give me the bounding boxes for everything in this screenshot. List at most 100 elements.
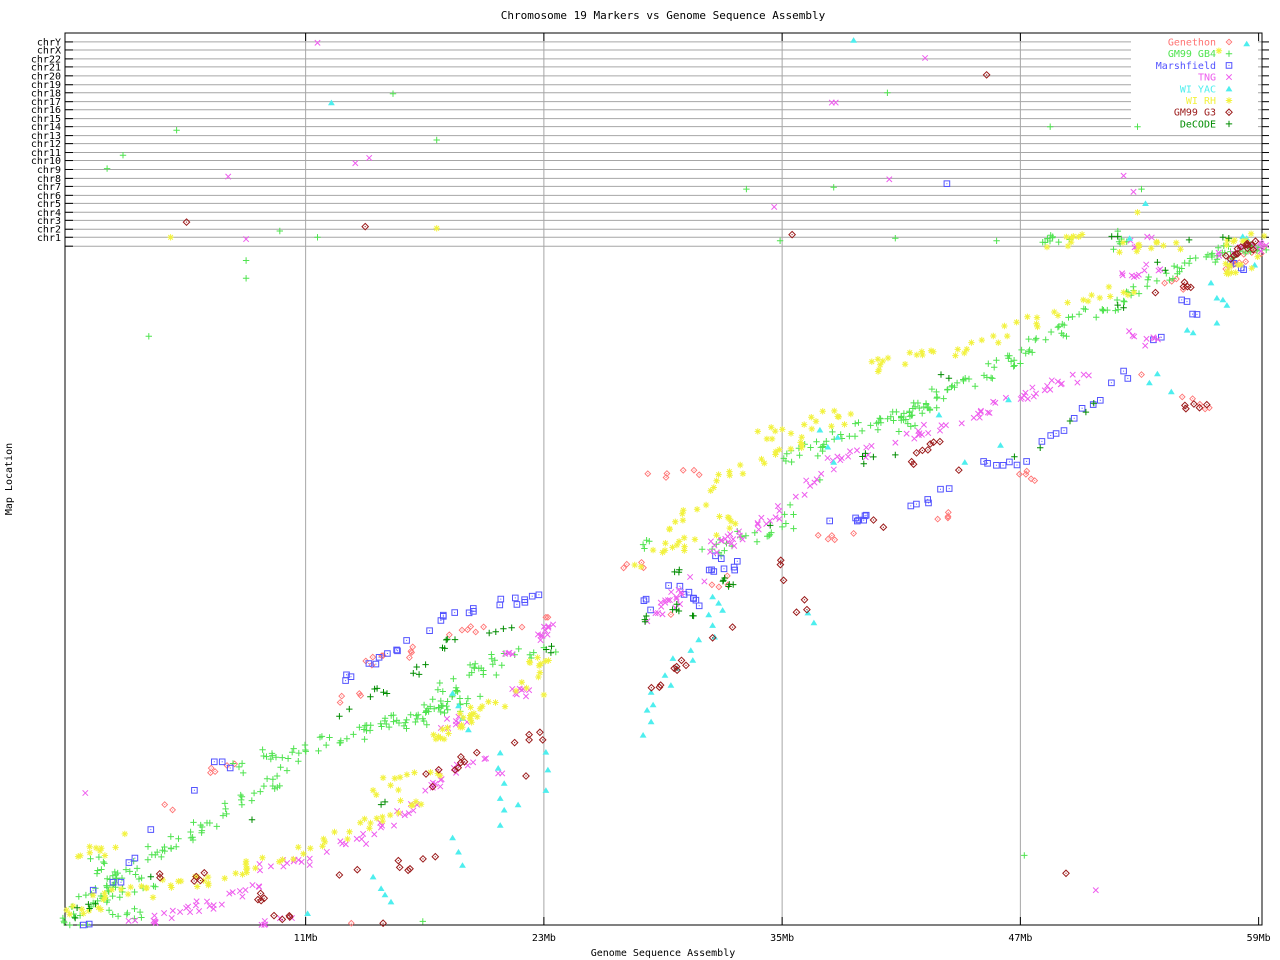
data-point (1120, 367, 1127, 375)
data-point (1023, 458, 1030, 465)
data-point (1162, 269, 1170, 277)
data-point (640, 544, 649, 553)
data-point (1214, 244, 1222, 252)
data-point (876, 414, 884, 422)
data-point (874, 355, 882, 363)
data-point (256, 889, 265, 898)
data-point (891, 451, 899, 459)
data-point (1068, 313, 1077, 321)
data-point (440, 709, 449, 717)
data-point (1030, 393, 1037, 400)
data-point (720, 565, 728, 573)
data-point (528, 592, 536, 600)
data-point (99, 858, 108, 866)
data-point (306, 855, 313, 862)
data-point (937, 370, 945, 379)
data-point (808, 425, 816, 433)
data-point (1078, 405, 1086, 412)
data-point (935, 411, 943, 418)
data-point (668, 543, 677, 552)
data-point (1213, 294, 1221, 301)
data-point (167, 832, 175, 841)
axes (64, 32, 1269, 926)
data-point (913, 351, 921, 359)
data-point (455, 848, 462, 855)
data-point (539, 736, 547, 744)
data-point (288, 748, 296, 756)
data-point (449, 834, 456, 841)
data-point (768, 435, 776, 443)
data-point (639, 540, 647, 549)
data-point (479, 670, 487, 679)
data-point (725, 514, 733, 522)
data-point (62, 906, 71, 914)
data-point (544, 766, 552, 773)
data-point (144, 842, 152, 851)
data-point (669, 655, 677, 661)
data-point (753, 538, 761, 546)
data-point (66, 921, 74, 929)
data-point (452, 684, 460, 692)
data-point (99, 895, 108, 904)
data-point (990, 363, 998, 371)
data-point (429, 695, 437, 703)
data-point (294, 757, 302, 765)
data-point (758, 514, 765, 521)
data-point (476, 705, 484, 713)
data-point (256, 883, 263, 891)
data-point (359, 830, 367, 838)
data-point (278, 855, 287, 864)
data-point (86, 849, 94, 857)
data-point (522, 684, 531, 692)
data-point (211, 758, 218, 766)
data-point (535, 591, 543, 599)
data-point (828, 428, 837, 436)
data-point (254, 895, 262, 904)
data-point (1108, 379, 1115, 387)
data-point (66, 910, 74, 918)
data-point (1021, 349, 1030, 357)
data-point (970, 414, 977, 421)
data-point (1111, 306, 1120, 315)
data-point (537, 660, 545, 668)
data-point (978, 336, 986, 344)
data-point (1186, 254, 1194, 263)
data-point (1013, 461, 1021, 469)
data-point (421, 660, 430, 669)
y-tick-label: chr13 (31, 131, 61, 142)
data-point (515, 645, 523, 653)
data-point (144, 856, 152, 864)
data-point (707, 538, 715, 545)
data-point (992, 237, 1001, 245)
data-point (372, 791, 380, 799)
y-tick-label: chr2 (37, 225, 61, 236)
data-point (1042, 336, 1050, 344)
data-point (928, 385, 936, 393)
data-point (1109, 245, 1118, 253)
data-point (352, 160, 359, 167)
data-point (782, 519, 790, 528)
data-point (238, 801, 246, 809)
data-point (918, 351, 927, 359)
data-point (547, 642, 556, 650)
legend-item: WI RH (1186, 96, 1233, 107)
data-point (789, 510, 798, 519)
data-point (982, 71, 991, 79)
data-point (383, 689, 391, 698)
data-point (1085, 372, 1092, 379)
data-point (1036, 444, 1044, 452)
data-point (1165, 276, 1174, 284)
data-point (1003, 332, 1011, 340)
data-point (464, 694, 472, 703)
data-point (500, 806, 508, 813)
data-point (689, 657, 697, 663)
data-point (379, 774, 387, 782)
data-point (643, 707, 651, 713)
data-point (814, 452, 822, 460)
data-point (174, 877, 183, 885)
data-point (105, 906, 113, 914)
data-point (295, 749, 303, 757)
data-point (1170, 262, 1178, 270)
data-point (108, 892, 117, 900)
tick-labels: 11Mb 23Mb 35Mb 47Mb 59Mb chr1chr2chr3chr4chr5… (31, 37, 1271, 944)
